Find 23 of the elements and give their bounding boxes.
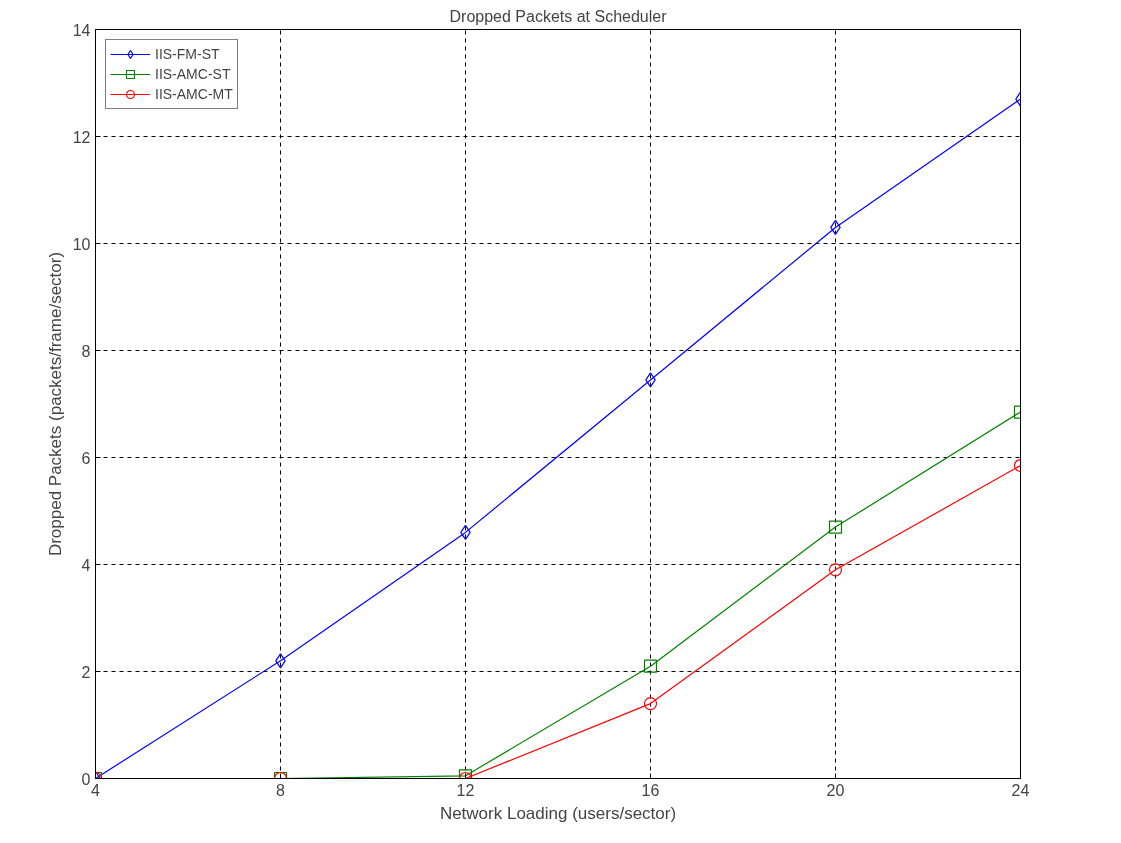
- point: [643, 659, 658, 673]
- x-tick-label: 12: [456, 781, 475, 799]
- x-tick-label: 20: [826, 781, 845, 799]
- y-tick-label: 4: [81, 556, 91, 574]
- y-tick-label: 2: [81, 663, 91, 681]
- legend-label: IIS-FM-ST: [155, 46, 220, 62]
- legend-label: IIS-AMC-ST: [155, 66, 231, 82]
- x-tick-label: 8: [276, 781, 286, 799]
- y-tick-label: 12: [72, 128, 91, 146]
- x-axis-title: Network Loading (users/sector): [439, 803, 677, 823]
- y-axis-title: Dropped Packets (packets/frame/sector): [45, 251, 65, 557]
- y-tick-label: 0: [81, 770, 91, 788]
- x-tick-label: 16: [641, 781, 660, 799]
- x-tick-label: 24: [1011, 781, 1030, 799]
- point: [828, 563, 843, 577]
- legend-label: IIS-AMC-MT: [155, 86, 233, 102]
- point: [828, 520, 843, 534]
- chart-title: Dropped Packets at Scheduler: [449, 7, 668, 25]
- y-tick-label: 6: [81, 449, 91, 467]
- y-tick-label: 8: [81, 342, 91, 360]
- y-tick-label: 10: [72, 235, 91, 253]
- y-tick-label: 14: [72, 21, 91, 39]
- point: [643, 697, 658, 711]
